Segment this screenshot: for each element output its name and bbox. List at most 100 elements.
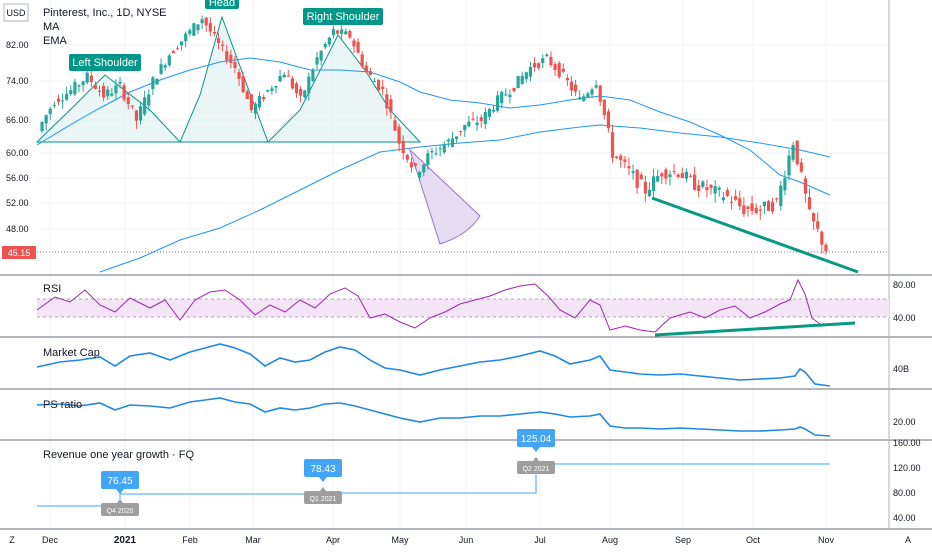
- head-label[interactable]: Head: [205, 0, 239, 9]
- candle-body: [48, 108, 52, 115]
- ps-ratio-line: [36, 397, 831, 437]
- candle-body: [779, 185, 783, 207]
- candle-body: [216, 38, 221, 43]
- candle-body: [237, 71, 241, 79]
- candle-body: [532, 63, 537, 68]
- time-tick-label: Sep: [675, 535, 691, 545]
- candle-body: [738, 198, 742, 207]
- candle-body: [479, 117, 483, 122]
- market-cap-tick: 40B: [893, 364, 909, 374]
- candle-body: [233, 61, 237, 69]
- ema-legend: EMA: [43, 35, 68, 47]
- rsi-tick-40: 40.00: [893, 313, 916, 323]
- candle-body: [438, 148, 442, 150]
- candle-body: [114, 85, 118, 94]
- left-shoulder-label[interactable]: Left Shoulder: [69, 54, 141, 71]
- candle-body: [500, 92, 504, 104]
- time-tick-label: Oct: [746, 535, 761, 545]
- candle-body: [340, 29, 344, 34]
- right-shoulder-label[interactable]: Right Shoulder: [303, 8, 383, 25]
- time-axis: Dec 2021 Feb Mar Apr May Jun Jul Aug Sep Oct Nov: [42, 535, 835, 546]
- candle-body: [60, 100, 65, 102]
- candle-body: [475, 122, 479, 126]
- support-trendline[interactable]: [651, 196, 859, 274]
- candle-body: [360, 54, 364, 67]
- candle-body: [364, 65, 368, 72]
- symbol-title: Pinterest, Inc., 1D, NYSE: [43, 7, 167, 19]
- candle-body: [783, 177, 787, 191]
- candle-body: [208, 23, 212, 32]
- candle-body: [122, 85, 126, 100]
- time-tick-label: Aug: [602, 535, 618, 545]
- time-tick-label: May: [391, 535, 409, 545]
- candle-body: [762, 201, 766, 207]
- candle-body: [816, 221, 820, 229]
- candle-body: [812, 212, 816, 222]
- rsi-line: [36, 278, 821, 333]
- candle-body: [44, 115, 48, 124]
- svg-text:45.15: 45.15: [8, 248, 31, 258]
- currency-badge[interactable]: USD: [3, 3, 29, 22]
- candle-body: [610, 132, 615, 158]
- candle-body: [225, 51, 229, 61]
- candle-body: [582, 96, 586, 101]
- candle-body: [335, 30, 340, 34]
- candle-body: [212, 31, 217, 34]
- candle-body: [775, 198, 779, 200]
- candle-body: [573, 84, 578, 92]
- candle-body: [541, 58, 545, 63]
- revenue-quarter: Q1 2021: [310, 496, 337, 503]
- time-tick-label: 2021: [114, 535, 137, 546]
- candle-body: [245, 91, 249, 99]
- candle-body: [356, 41, 360, 53]
- svg-text:Head: Head: [209, 0, 235, 9]
- candle-body: [151, 77, 155, 90]
- candle-body: [204, 17, 208, 26]
- revenue-point[interactable]: 76.45 Q4 2020: [101, 471, 139, 516]
- candle-body: [401, 140, 405, 154]
- candle-body: [385, 94, 389, 109]
- candle-body: [717, 187, 721, 190]
- candle-body: [569, 81, 574, 91]
- candle-body: [512, 87, 516, 92]
- candle-body: [327, 37, 331, 45]
- candle-body: [65, 93, 69, 100]
- time-tick-label: Nov: [818, 535, 835, 545]
- auto-scale-icon[interactable]: A: [905, 535, 911, 545]
- candle-body: [376, 79, 381, 91]
- candle-body: [143, 97, 147, 115]
- time-tick-label: Mar: [245, 535, 261, 545]
- candle-body: [426, 153, 430, 165]
- rsi-trendline[interactable]: [654, 321, 856, 337]
- candle-body: [179, 41, 184, 46]
- candle-body: [684, 171, 689, 179]
- candle-body: [147, 94, 151, 106]
- candle-body: [598, 85, 602, 102]
- candle-body: [138, 106, 143, 121]
- candle-body: [647, 189, 652, 197]
- revenue-value: 125.04: [521, 434, 552, 445]
- projection-wedge[interactable]: [408, 148, 481, 245]
- candle-body: [553, 64, 557, 70]
- candle-body: [549, 56, 553, 66]
- candle-body: [697, 185, 701, 192]
- candle-body: [729, 201, 734, 203]
- candle-body: [303, 90, 307, 98]
- candle-body: [77, 85, 81, 87]
- zoom-icon[interactable]: Z: [9, 535, 15, 545]
- revenue-points: 76.45 Q4 2020 78.43 Q1 2021 125.04 Q2 2021: [101, 429, 555, 516]
- candle-body: [155, 78, 159, 85]
- price-tick-label: 66.00: [6, 115, 29, 125]
- candle-body: [422, 164, 426, 173]
- candle-body: [459, 131, 463, 133]
- revenue-point[interactable]: 78.43 Q1 2021: [304, 459, 342, 504]
- candle-body: [635, 169, 639, 188]
- revenue-point[interactable]: 125.04 Q2 2021: [517, 429, 555, 474]
- candle-body: [487, 108, 492, 117]
- candle-body: [791, 145, 795, 160]
- candle-body: [126, 97, 130, 105]
- candle-body: [746, 206, 750, 209]
- candle-body: [278, 75, 282, 82]
- market-cap-title: Market Cap: [43, 347, 100, 359]
